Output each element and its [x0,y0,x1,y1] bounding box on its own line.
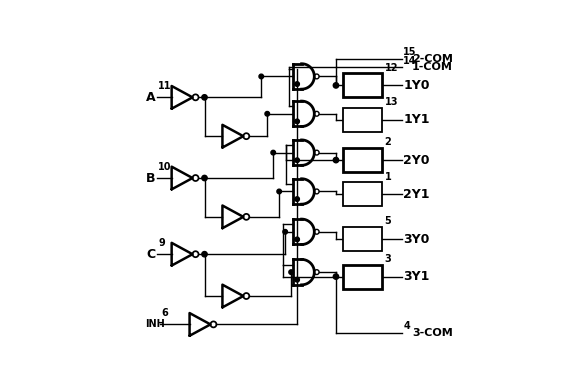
Text: 13: 13 [385,97,398,107]
Text: 2-COM: 2-COM [412,54,453,64]
Circle shape [259,74,264,79]
Circle shape [333,158,339,163]
Text: A: A [146,91,156,104]
Circle shape [295,237,299,242]
Text: 1Y1: 1Y1 [403,113,430,126]
Text: 3-COM: 3-COM [412,328,453,338]
Text: 10: 10 [158,162,172,172]
Circle shape [202,175,207,181]
Text: 1: 1 [385,171,391,182]
Text: 2Y1: 2Y1 [403,188,430,201]
Text: INH: INH [145,319,164,329]
Text: 1Y0: 1Y0 [403,79,430,92]
Text: 3: 3 [385,254,391,264]
Bar [343,148,382,172]
Bar [343,108,382,132]
Text: 1-COM: 1-COM [412,62,453,73]
Circle shape [271,150,275,155]
Circle shape [295,197,299,201]
Circle shape [202,251,207,257]
Circle shape [277,189,282,194]
Circle shape [295,158,299,163]
Text: 4: 4 [403,321,410,331]
Text: 15: 15 [403,47,417,57]
Text: 5: 5 [385,217,391,227]
Text: 6: 6 [161,308,168,319]
Circle shape [295,277,299,282]
Text: 14: 14 [403,56,417,66]
Bar [343,265,382,289]
Bar [343,73,382,97]
Text: B: B [146,171,156,185]
Bar [343,182,382,206]
Text: 2Y0: 2Y0 [403,154,430,166]
Text: 3Y1: 3Y1 [403,270,429,283]
Text: C: C [146,248,155,261]
Circle shape [333,274,339,279]
Circle shape [283,230,287,234]
Text: 9: 9 [158,238,165,248]
Circle shape [295,119,299,124]
Text: 11: 11 [158,81,172,92]
Circle shape [202,95,207,100]
Bar [343,227,382,251]
Circle shape [289,270,293,274]
Text: 12: 12 [385,62,398,73]
Circle shape [295,82,299,87]
Circle shape [265,111,270,116]
Text: 2: 2 [385,137,391,147]
Text: 3Y0: 3Y0 [403,233,429,246]
Circle shape [333,83,339,88]
